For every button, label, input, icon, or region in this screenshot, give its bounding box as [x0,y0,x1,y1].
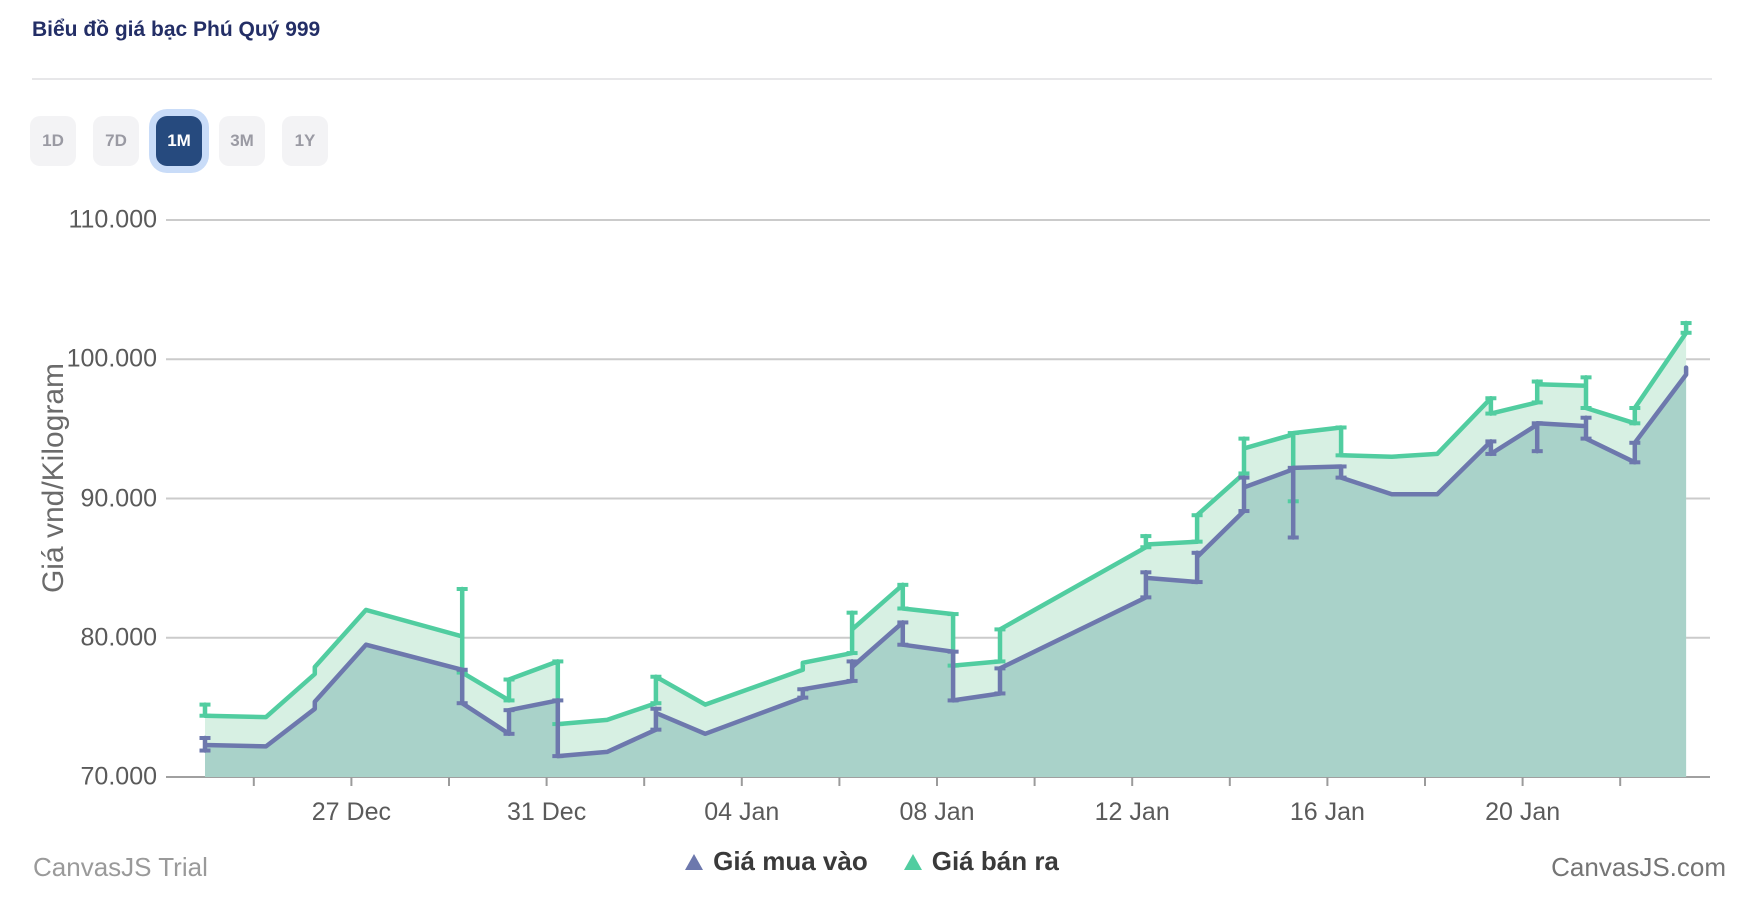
range-button-1m[interactable]: 1M [156,116,202,166]
legend-label-sell: Giá bán ra [931,846,1059,876]
page-title: Biểu đồ giá bạc Phú Quý 999 [32,18,321,41]
range-button-7d[interactable]: 7D [93,116,139,166]
x-tick-label: 20 Jan [1485,798,1561,826]
y-axis-title: Giá vnd/Kilogram [37,362,70,594]
sell-series-triangle-icon [903,853,922,870]
legend-item-buy[interactable]: Giá mua vào [685,846,868,877]
legend-item-sell[interactable]: Giá bán ra [903,846,1059,877]
buy-series-triangle-icon [685,853,704,870]
chart-legend: Giá mua vào Giá bán ra [0,846,1744,877]
range-button-row: 1D 7D 1M 3M 1Y [30,110,345,172]
y-tick-label-90: 90.000 [80,484,157,512]
y-tick-label-110: 110.000 [68,205,157,234]
range-button-3m[interactable]: 3M [219,116,265,166]
x-tick-label: 31 Dec [506,798,587,826]
y-tick-label-80: 80.000 [80,623,157,652]
y-tick-label-70: 70.000 [80,762,157,791]
x-tick-label: 16 Jan [1289,798,1365,826]
canvasjs-trial-watermark: CanvasJS Trial [33,852,208,882]
x-tick-label: 27 Dec [311,798,391,826]
canvasjs-credit-link[interactable]: CanvasJS.com [1551,852,1726,882]
divider [32,78,1712,80]
x-tick-label: 08 Jan [899,798,975,826]
range-button-1y[interactable]: 1Y [282,116,328,166]
range-button-1d[interactable]: 1D [30,116,76,166]
y-tick-label-100: 100.000 [66,344,157,373]
legend-label-buy: Giá mua vào [713,846,868,876]
buy-area-fill [205,367,1687,777]
x-tick-label: 12 Jan [1094,798,1170,826]
x-tick-label: 04 Jan [704,798,780,826]
